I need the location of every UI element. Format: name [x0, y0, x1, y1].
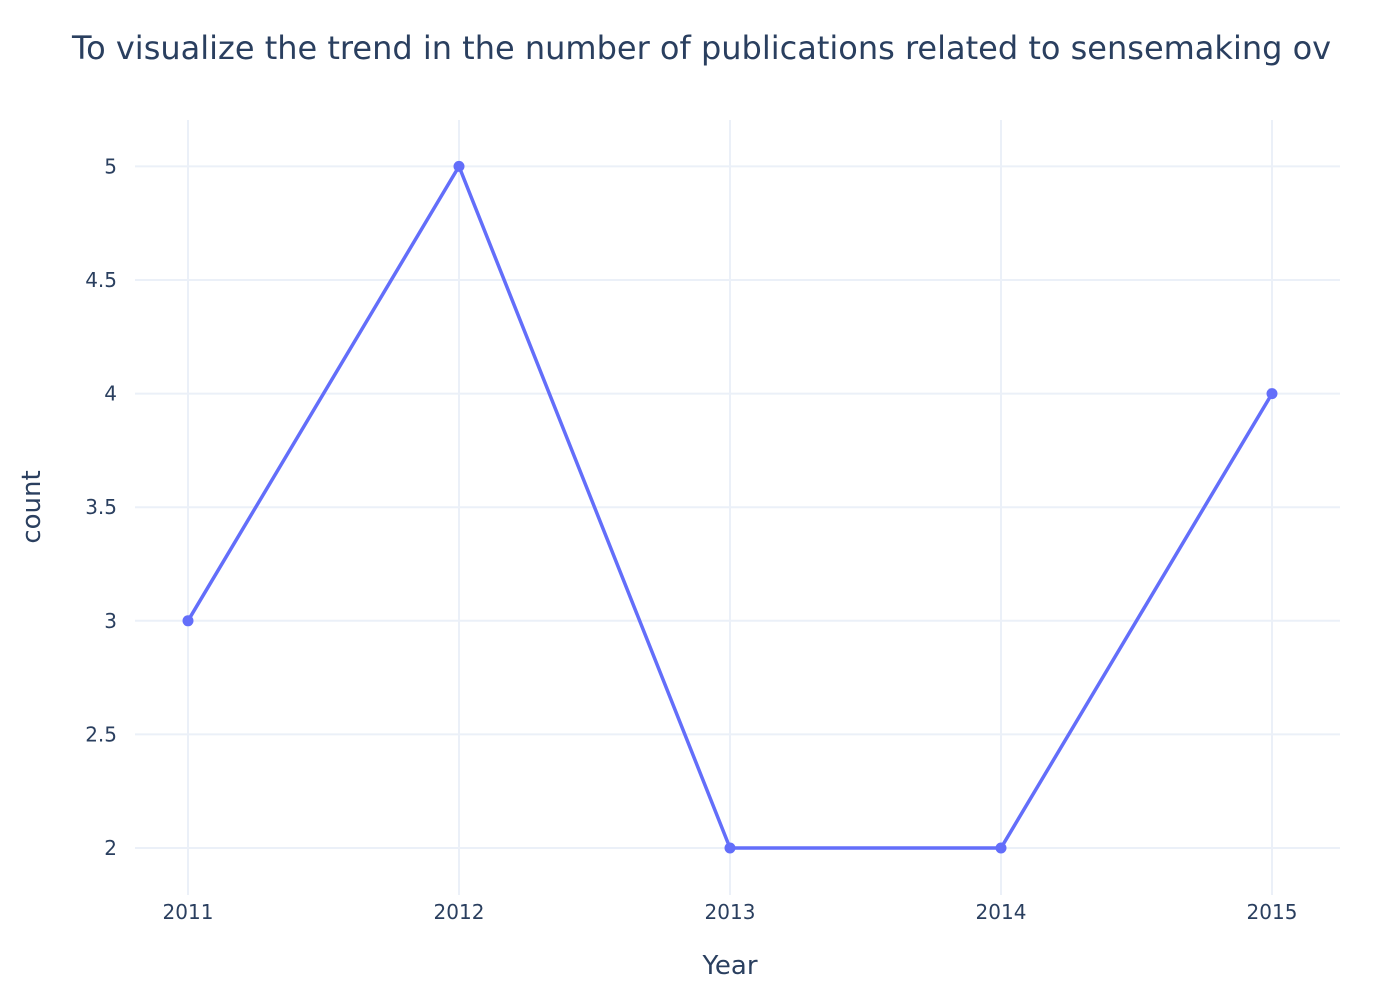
- y-tick-label: 3: [104, 609, 117, 633]
- x-tick-label: 2013: [705, 900, 756, 924]
- data-point[interactable]: [995, 842, 1007, 854]
- x-tick-label: 2012: [434, 900, 485, 924]
- y-tick-label: 4.5: [85, 268, 117, 292]
- x-axis-ticks: 2011 2012 2013 2014 2015: [163, 900, 1298, 924]
- series-layer: [182, 160, 1278, 854]
- x-axis-title: Year: [701, 951, 757, 981]
- y-tick-label: 5: [104, 154, 117, 178]
- y-tick-label: 2: [104, 836, 117, 860]
- data-point[interactable]: [182, 615, 194, 627]
- data-point[interactable]: [724, 842, 736, 854]
- y-axis-title: count: [17, 470, 47, 543]
- x-tick-label: 2014: [976, 900, 1027, 924]
- x-tick-label: 2015: [1247, 900, 1298, 924]
- data-point[interactable]: [1266, 388, 1278, 400]
- chart-title: To visualize the trend in the number of …: [71, 29, 1331, 67]
- y-tick-label: 4: [104, 382, 117, 406]
- grid-layer: [135, 120, 1340, 895]
- y-tick-label: 3.5: [85, 495, 117, 519]
- y-tick-label: 2.5: [85, 722, 117, 746]
- y-axis-ticks: 2 2.5 3 3.5 4 4.5 5: [85, 154, 117, 860]
- x-tick-label: 2011: [163, 900, 214, 924]
- data-point[interactable]: [453, 160, 465, 172]
